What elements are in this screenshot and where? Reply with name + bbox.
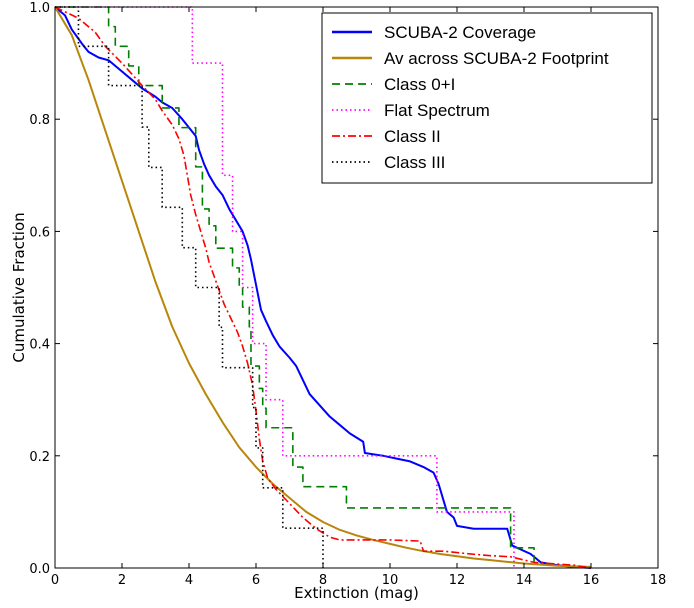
y-tick-label: 0.2	[29, 450, 50, 465]
series-line-4	[55, 6, 515, 568]
legend-label-4: Flat Spectrum	[384, 101, 490, 120]
y-tick-label: 0.4	[29, 338, 50, 353]
legend-label-2: Av across SCUBA-2 Footprint	[384, 49, 609, 68]
x-axis-label: Extinction (mag)	[294, 584, 419, 602]
series-lines-layer	[54, 6, 592, 569]
x-tick-label: 10	[382, 573, 399, 588]
x-tick-label: 16	[583, 573, 600, 588]
x-tick-label: 4	[185, 573, 193, 588]
x-tick-label: 2	[118, 573, 126, 588]
legend-box	[321, 12, 653, 184]
x-tick-label: 0	[51, 573, 59, 588]
plot-frame	[54, 6, 659, 569]
y-axis-label: Cumulative Fraction	[10, 212, 28, 362]
axis-ticks-layer: 0 2 4 6 8 10 12 14 16 18 0.0 0.2 0.4 0.6 0.8 1.0	[29, 1, 666, 588]
legend-label-1: SCUBA-2 Coverage	[384, 23, 536, 42]
x-tick-label: 14	[516, 573, 533, 588]
y-tick-label: 1.0	[29, 1, 50, 16]
legend: SCUBA-2 Coverage Av across SCUBA-2 Footpr…	[321, 12, 653, 184]
series-line-1	[54, 6, 592, 569]
series-line-5	[54, 6, 592, 569]
x-tick-label: 18	[650, 573, 667, 588]
legend-label-5: Class II	[384, 127, 441, 146]
y-tick-label: 0.6	[29, 225, 50, 240]
legend-label-3: Class 0+I	[384, 75, 455, 94]
y-tick-label: 0.8	[29, 113, 50, 128]
x-tick-label: 6	[252, 573, 260, 588]
series-line-2	[54, 6, 592, 568]
x-tick-label: 8	[319, 573, 327, 588]
series-line-3	[55, 6, 535, 568]
x-tick-label: 12	[449, 573, 466, 588]
y-tick-label: 0.0	[29, 562, 50, 577]
legend-label-6: Class III	[384, 153, 445, 172]
series-line-6	[55, 6, 324, 568]
